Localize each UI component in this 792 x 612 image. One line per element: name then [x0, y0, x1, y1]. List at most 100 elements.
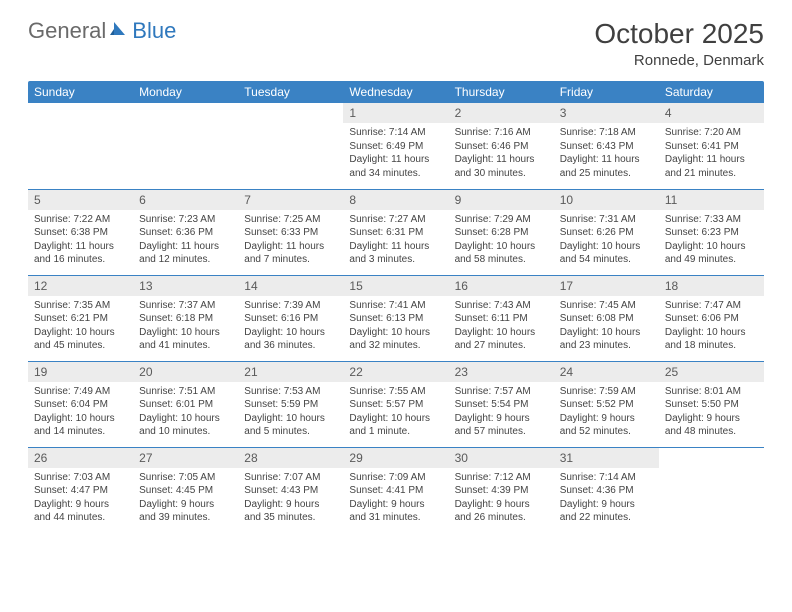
day-details: Sunrise: 7:53 AMSunset: 5:59 PMDaylight:…: [238, 382, 343, 443]
calendar-day-cell: 21Sunrise: 7:53 AMSunset: 5:59 PMDayligh…: [238, 361, 343, 447]
day-details: Sunrise: 7:51 AMSunset: 6:01 PMDaylight:…: [133, 382, 238, 443]
day-details: Sunrise: 7:39 AMSunset: 6:16 PMDaylight:…: [238, 296, 343, 357]
calendar-day-cell: 26Sunrise: 7:03 AMSunset: 4:47 PMDayligh…: [28, 447, 133, 533]
header: General Blue October 2025 Ronnede, Denma…: [28, 18, 764, 69]
calendar-day-cell: 8Sunrise: 7:27 AMSunset: 6:31 PMDaylight…: [343, 189, 448, 275]
calendar-day-cell: [659, 447, 764, 533]
day-number: 4: [659, 103, 764, 123]
day-details: Sunrise: 7:14 AMSunset: 4:36 PMDaylight:…: [554, 468, 659, 529]
weekday-header: Tuesday: [238, 81, 343, 103]
day-details: Sunrise: 7:47 AMSunset: 6:06 PMDaylight:…: [659, 296, 764, 357]
calendar-day-cell: [238, 103, 343, 189]
calendar-day-cell: 10Sunrise: 7:31 AMSunset: 6:26 PMDayligh…: [554, 189, 659, 275]
calendar-day-cell: 27Sunrise: 7:05 AMSunset: 4:45 PMDayligh…: [133, 447, 238, 533]
calendar-day-cell: 3Sunrise: 7:18 AMSunset: 6:43 PMDaylight…: [554, 103, 659, 189]
day-number: 22: [343, 362, 448, 382]
calendar-day-cell: 30Sunrise: 7:12 AMSunset: 4:39 PMDayligh…: [449, 447, 554, 533]
day-details: Sunrise: 7:16 AMSunset: 6:46 PMDaylight:…: [449, 123, 554, 184]
day-details: Sunrise: 7:25 AMSunset: 6:33 PMDaylight:…: [238, 210, 343, 271]
day-number: 13: [133, 276, 238, 296]
day-number: 18: [659, 276, 764, 296]
calendar-day-cell: 12Sunrise: 7:35 AMSunset: 6:21 PMDayligh…: [28, 275, 133, 361]
calendar-week-row: 19Sunrise: 7:49 AMSunset: 6:04 PMDayligh…: [28, 361, 764, 447]
day-number: 8: [343, 190, 448, 210]
day-details: Sunrise: 7:12 AMSunset: 4:39 PMDaylight:…: [449, 468, 554, 529]
logo: General Blue: [28, 18, 176, 44]
calendar-day-cell: 13Sunrise: 7:37 AMSunset: 6:18 PMDayligh…: [133, 275, 238, 361]
day-details: Sunrise: 7:05 AMSunset: 4:45 PMDaylight:…: [133, 468, 238, 529]
calendar-day-cell: 19Sunrise: 7:49 AMSunset: 6:04 PMDayligh…: [28, 361, 133, 447]
day-number: 12: [28, 276, 133, 296]
day-details: Sunrise: 7:59 AMSunset: 5:52 PMDaylight:…: [554, 382, 659, 443]
day-number: 25: [659, 362, 764, 382]
day-number: 27: [133, 448, 238, 468]
weekday-header: Saturday: [659, 81, 764, 103]
day-details: Sunrise: 7:20 AMSunset: 6:41 PMDaylight:…: [659, 123, 764, 184]
day-number: 26: [28, 448, 133, 468]
day-number: 5: [28, 190, 133, 210]
day-details: Sunrise: 7:18 AMSunset: 6:43 PMDaylight:…: [554, 123, 659, 184]
weekday-header-row: SundayMondayTuesdayWednesdayThursdayFrid…: [28, 81, 764, 103]
weekday-header: Sunday: [28, 81, 133, 103]
day-number: 14: [238, 276, 343, 296]
title-block: October 2025 Ronnede, Denmark: [594, 18, 764, 69]
day-number: 17: [554, 276, 659, 296]
day-details: Sunrise: 7:03 AMSunset: 4:47 PMDaylight:…: [28, 468, 133, 529]
calendar-day-cell: 24Sunrise: 7:59 AMSunset: 5:52 PMDayligh…: [554, 361, 659, 447]
day-details: Sunrise: 7:45 AMSunset: 6:08 PMDaylight:…: [554, 296, 659, 357]
location-label: Ronnede, Denmark: [594, 52, 764, 69]
weekday-header: Thursday: [449, 81, 554, 103]
calendar-day-cell: 6Sunrise: 7:23 AMSunset: 6:36 PMDaylight…: [133, 189, 238, 275]
day-number: 10: [554, 190, 659, 210]
calendar-day-cell: 28Sunrise: 7:07 AMSunset: 4:43 PMDayligh…: [238, 447, 343, 533]
calendar-day-cell: 20Sunrise: 7:51 AMSunset: 6:01 PMDayligh…: [133, 361, 238, 447]
calendar-day-cell: 11Sunrise: 7:33 AMSunset: 6:23 PMDayligh…: [659, 189, 764, 275]
day-number: 19: [28, 362, 133, 382]
day-number: 21: [238, 362, 343, 382]
weekday-header: Wednesday: [343, 81, 448, 103]
day-details: Sunrise: 7:31 AMSunset: 6:26 PMDaylight:…: [554, 210, 659, 271]
calendar-day-cell: 2Sunrise: 7:16 AMSunset: 6:46 PMDaylight…: [449, 103, 554, 189]
calendar-day-cell: 9Sunrise: 7:29 AMSunset: 6:28 PMDaylight…: [449, 189, 554, 275]
day-number: 31: [554, 448, 659, 468]
day-number: 30: [449, 448, 554, 468]
day-details: Sunrise: 7:29 AMSunset: 6:28 PMDaylight:…: [449, 210, 554, 271]
logo-sail-icon: [110, 20, 130, 43]
day-details: Sunrise: 7:49 AMSunset: 6:04 PMDaylight:…: [28, 382, 133, 443]
day-number: 11: [659, 190, 764, 210]
calendar-day-cell: 18Sunrise: 7:47 AMSunset: 6:06 PMDayligh…: [659, 275, 764, 361]
day-number: 1: [343, 103, 448, 123]
calendar-day-cell: 5Sunrise: 7:22 AMSunset: 6:38 PMDaylight…: [28, 189, 133, 275]
weekday-header: Friday: [554, 81, 659, 103]
day-number: 28: [238, 448, 343, 468]
calendar-day-cell: 31Sunrise: 7:14 AMSunset: 4:36 PMDayligh…: [554, 447, 659, 533]
day-details: Sunrise: 7:57 AMSunset: 5:54 PMDaylight:…: [449, 382, 554, 443]
day-details: Sunrise: 8:01 AMSunset: 5:50 PMDaylight:…: [659, 382, 764, 443]
day-details: Sunrise: 7:55 AMSunset: 5:57 PMDaylight:…: [343, 382, 448, 443]
day-details: Sunrise: 7:43 AMSunset: 6:11 PMDaylight:…: [449, 296, 554, 357]
calendar-day-cell: [28, 103, 133, 189]
day-number: 9: [449, 190, 554, 210]
day-details: Sunrise: 7:07 AMSunset: 4:43 PMDaylight:…: [238, 468, 343, 529]
calendar-day-cell: 29Sunrise: 7:09 AMSunset: 4:41 PMDayligh…: [343, 447, 448, 533]
logo-word2: Blue: [132, 18, 176, 44]
calendar-day-cell: 7Sunrise: 7:25 AMSunset: 6:33 PMDaylight…: [238, 189, 343, 275]
day-number: 2: [449, 103, 554, 123]
day-details: Sunrise: 7:09 AMSunset: 4:41 PMDaylight:…: [343, 468, 448, 529]
day-details: Sunrise: 7:23 AMSunset: 6:36 PMDaylight:…: [133, 210, 238, 271]
calendar-week-row: 1Sunrise: 7:14 AMSunset: 6:49 PMDaylight…: [28, 103, 764, 189]
calendar-table: SundayMondayTuesdayWednesdayThursdayFrid…: [28, 81, 764, 533]
day-details: Sunrise: 7:37 AMSunset: 6:18 PMDaylight:…: [133, 296, 238, 357]
day-details: Sunrise: 7:33 AMSunset: 6:23 PMDaylight:…: [659, 210, 764, 271]
calendar-day-cell: 14Sunrise: 7:39 AMSunset: 6:16 PMDayligh…: [238, 275, 343, 361]
calendar-day-cell: 4Sunrise: 7:20 AMSunset: 6:41 PMDaylight…: [659, 103, 764, 189]
day-number: 3: [554, 103, 659, 123]
day-details: Sunrise: 7:27 AMSunset: 6:31 PMDaylight:…: [343, 210, 448, 271]
calendar-week-row: 26Sunrise: 7:03 AMSunset: 4:47 PMDayligh…: [28, 447, 764, 533]
logo-word1: General: [28, 18, 106, 44]
day-number: 20: [133, 362, 238, 382]
calendar-day-cell: 16Sunrise: 7:43 AMSunset: 6:11 PMDayligh…: [449, 275, 554, 361]
day-number: 23: [449, 362, 554, 382]
weekday-header: Monday: [133, 81, 238, 103]
calendar-day-cell: 23Sunrise: 7:57 AMSunset: 5:54 PMDayligh…: [449, 361, 554, 447]
